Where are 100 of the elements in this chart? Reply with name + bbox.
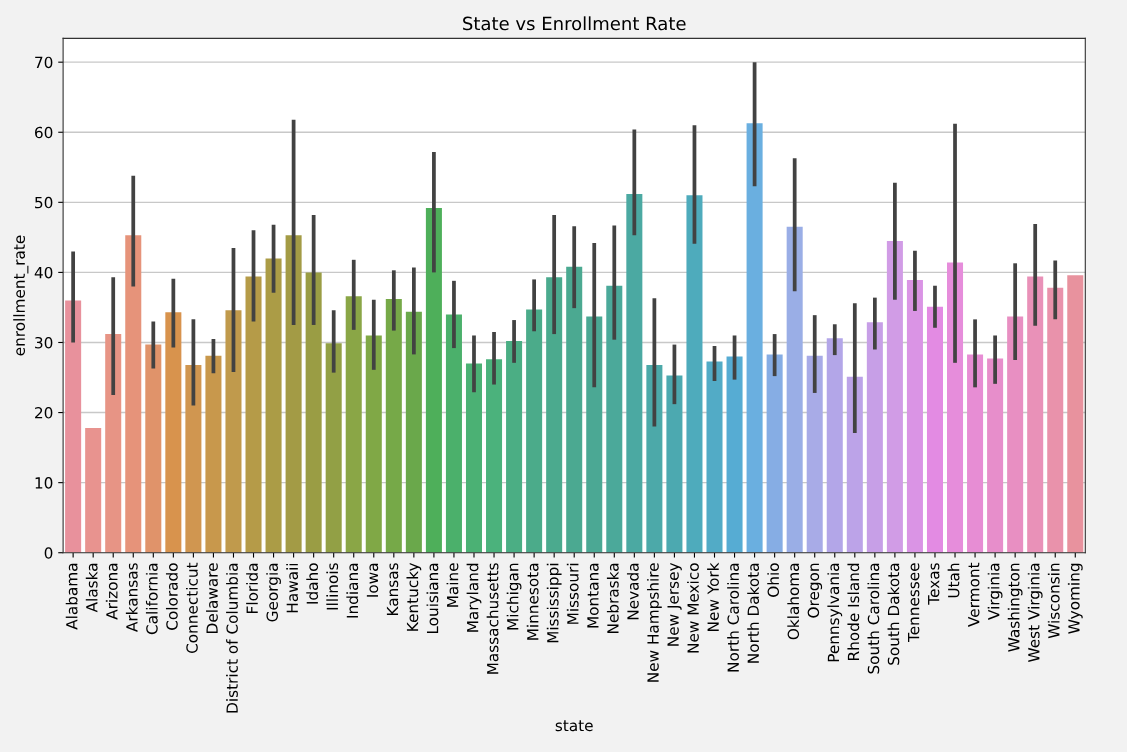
x-tick-label: Iowa	[366, 563, 379, 597]
x-tick-label: New Mexico	[687, 563, 699, 653]
x-tick-label: Tennessee	[908, 563, 920, 643]
x-tick-label: South Dakota	[887, 563, 900, 665]
x-tick-label: Georgia	[266, 563, 281, 622]
x-tick-label: Vermont	[968, 562, 980, 627]
bar	[285, 235, 302, 553]
bar	[65, 300, 82, 553]
bar	[486, 359, 503, 553]
y-tick-label: 30	[35, 336, 53, 349]
bar	[706, 361, 723, 553]
chart-title: State vs Enrollment Rate	[463, 16, 686, 31]
y-tick-label: 70	[35, 56, 53, 69]
y-tick-label: 0	[44, 547, 53, 559]
x-tick-label: New York	[707, 562, 719, 631]
bar	[405, 311, 422, 553]
x-tick-label: Montana	[587, 563, 599, 628]
bar	[185, 364, 202, 553]
x-tick-label: Arkansas	[125, 563, 138, 632]
bar	[245, 276, 262, 553]
x-tick-label: Missouri	[566, 563, 579, 624]
x-tick-label: South Carolina	[867, 563, 880, 674]
bar	[145, 344, 162, 553]
bar	[826, 338, 843, 553]
x-tick-label: Indiana	[346, 563, 359, 618]
x-tick-label: Oklahoma	[787, 563, 800, 640]
bar	[866, 322, 883, 553]
x-tick-label: Utah	[947, 563, 960, 598]
x-tick-label: Wyoming	[1067, 563, 1083, 634]
x-tick-label: California	[145, 563, 158, 635]
bar	[987, 358, 1004, 553]
x-tick-label: District of Columbia	[226, 563, 238, 713]
y-tick-label: 20	[35, 407, 53, 419]
x-tick-label: Maryland	[466, 563, 482, 632]
bar	[726, 356, 743, 553]
bar	[105, 334, 122, 553]
bar	[445, 314, 462, 553]
bar	[365, 335, 382, 553]
bar	[806, 355, 823, 553]
x-tick-label: Florida	[246, 563, 258, 613]
y-tick-label: 60	[35, 126, 53, 139]
x-tick-label: Massachusetts	[486, 563, 499, 674]
bar	[766, 354, 783, 553]
x-tick-label: New Jersey	[667, 562, 682, 646]
bar	[465, 363, 483, 553]
x-tick-label: Nebraska	[606, 563, 619, 634]
x-tick-label: Wisconsin	[1047, 563, 1060, 639]
x-tick-label: North Dakota	[747, 563, 760, 663]
x-tick-label: Alaska	[85, 563, 98, 613]
x-tick-label: Oregon	[807, 563, 823, 618]
bar	[1007, 316, 1024, 553]
bar	[125, 235, 142, 553]
x-tick-label: Louisiana	[426, 563, 439, 634]
bar	[225, 310, 242, 553]
bar	[786, 226, 803, 553]
bar	[325, 343, 342, 553]
bar	[1067, 275, 1084, 553]
y-tick-label: 50	[35, 196, 53, 209]
x-tick-label: Washington	[1007, 563, 1023, 652]
bar	[165, 312, 182, 553]
bar	[425, 207, 442, 553]
x-tick-label: Mississippi	[546, 563, 562, 643]
x-tick-label: Connecticut	[186, 562, 198, 654]
x-tick-label: Ohio	[767, 563, 780, 597]
bar	[1047, 287, 1064, 553]
x-tick-label: Kansas	[386, 563, 399, 616]
y-tick-label: 10	[35, 477, 53, 489]
x-tick-label: Pennsylvania	[827, 563, 843, 662]
x-tick-label: Minnesota	[526, 563, 539, 640]
x-tick-label: Michigan	[506, 563, 522, 630]
x-tick-label: Rhode Island	[847, 563, 860, 660]
bar	[506, 341, 523, 553]
x-tick-label: Hawaii	[286, 563, 299, 613]
bar	[686, 195, 703, 553]
x-tick-label: West Virginia	[1027, 563, 1043, 662]
bar	[626, 193, 643, 553]
x-tick-label: Kentucky	[406, 562, 422, 631]
x-tick-label: Colorado	[165, 563, 178, 630]
x-axis-title: state	[555, 720, 593, 732]
x-tick-label: Virginia	[987, 563, 1003, 620]
x-tick-label: Idaho	[306, 563, 319, 604]
x-tick-label: Maine	[446, 563, 459, 607]
bar	[546, 277, 563, 553]
y-axis-title: enrollment_rate	[13, 235, 29, 356]
bar	[345, 296, 362, 553]
x-tick-label: Delaware	[206, 563, 218, 633]
x-tick-label: Nevada	[626, 563, 639, 620]
bar	[305, 272, 322, 553]
x-tick-label: Alabama	[65, 563, 78, 630]
bar	[906, 280, 923, 553]
x-tick-label: Arizona	[105, 563, 118, 620]
x-tick-label: Illinois	[326, 563, 339, 610]
bar	[85, 427, 102, 553]
bar	[205, 355, 222, 553]
bar	[1027, 276, 1044, 553]
bar	[385, 299, 402, 553]
bar	[666, 375, 683, 553]
bar	[586, 316, 603, 553]
bar	[265, 258, 282, 553]
bar	[606, 285, 623, 553]
